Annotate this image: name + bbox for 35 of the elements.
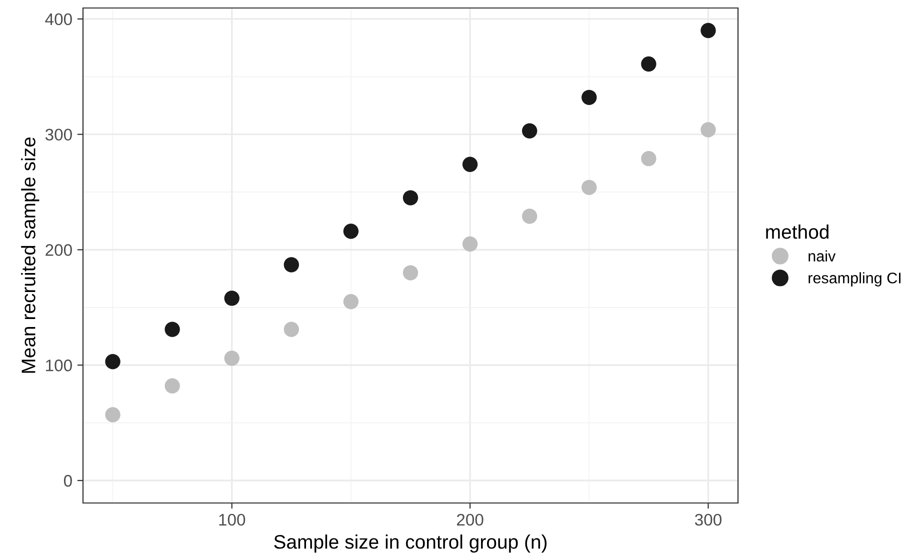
- y-tick-label: 200: [46, 244, 72, 256]
- point: [641, 56, 656, 72]
- y-tick-label: 100: [46, 360, 72, 372]
- point: [284, 322, 300, 337]
- point: [164, 322, 180, 337]
- point: [343, 294, 359, 310]
- legend-label: naiv: [808, 250, 836, 262]
- point: [641, 150, 656, 166]
- x-tick-label: 200: [456, 514, 484, 526]
- point: [105, 354, 120, 370]
- y-axis-title: Mean recruited sample size: [21, 137, 40, 373]
- point: [105, 407, 120, 422]
- point: [224, 350, 240, 366]
- x-tick-label: 100: [219, 514, 246, 526]
- point: [284, 257, 300, 272]
- point: [582, 180, 597, 196]
- point: [164, 378, 180, 394]
- point: [700, 22, 716, 38]
- point: [462, 236, 478, 252]
- y-tick-label: 300: [45, 128, 72, 141]
- point: [343, 224, 359, 239]
- legend-title: method: [766, 224, 828, 239]
- point: [462, 156, 478, 172]
- y-tick-label: 0: [64, 474, 72, 487]
- point: [522, 208, 538, 224]
- legend-label: resampling CI: [808, 272, 900, 286]
- x-axis-title: Sample size in control group (n): [274, 534, 547, 553]
- point: [402, 190, 418, 206]
- point: [224, 290, 240, 306]
- point: [402, 265, 418, 280]
- point: [522, 123, 538, 138]
- y-tick-label: 400: [45, 13, 72, 26]
- point: [700, 122, 716, 138]
- point: [582, 90, 597, 106]
- x-tick-label: 300: [694, 514, 722, 526]
